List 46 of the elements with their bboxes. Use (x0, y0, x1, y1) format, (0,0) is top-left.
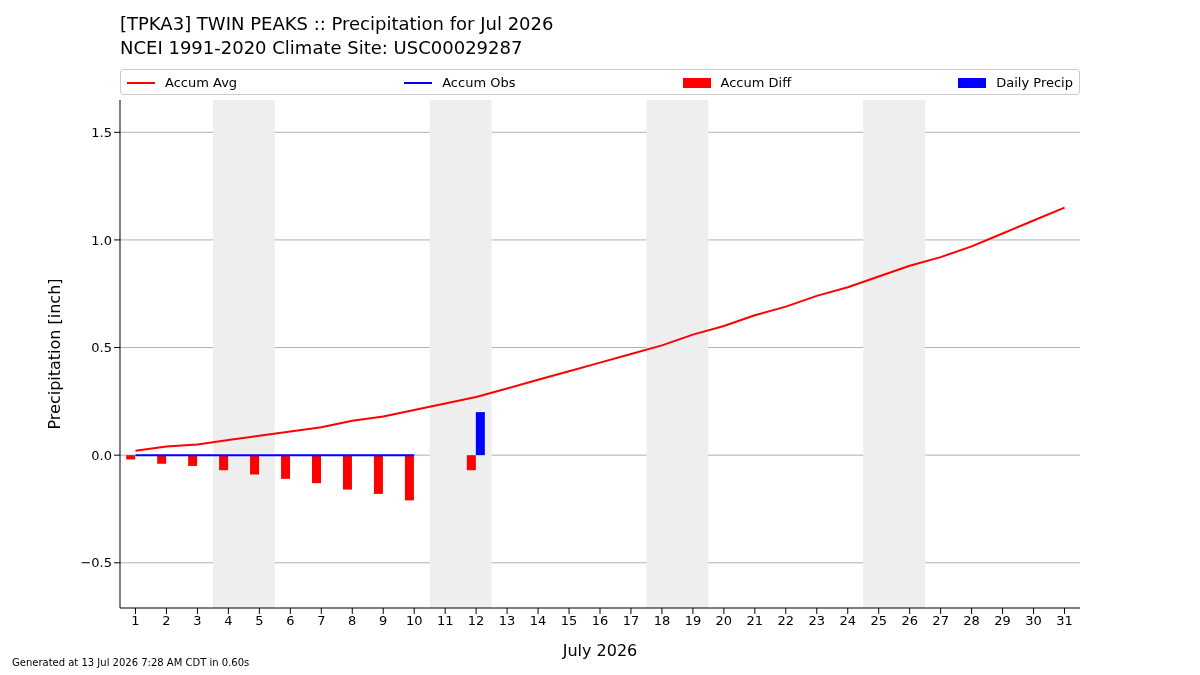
x-tick-label: 7 (317, 613, 326, 629)
x-tick-label: 28 (963, 613, 980, 629)
y-axis-title: Precipitation [inch] (44, 278, 64, 430)
x-tick-label: 14 (529, 613, 547, 629)
x-tick-label: 3 (193, 613, 202, 629)
x-tick-label: 17 (622, 613, 640, 629)
x-tick-label: 16 (591, 613, 609, 629)
x-tick-label: 22 (777, 613, 795, 629)
y-tick-label: 1.0 (91, 232, 112, 248)
x-tick-label: 8 (348, 613, 357, 629)
x-axis-title: July 2026 (561, 641, 638, 660)
x-tick-label: 19 (684, 613, 702, 629)
y-tick-label: 0.5 (91, 340, 112, 356)
y-tick-label: −0.5 (80, 555, 112, 571)
x-tick-label: 13 (498, 613, 516, 629)
x-tick-label: 26 (901, 613, 918, 629)
x-tick-label: 11 (436, 613, 454, 629)
x-tick-label: 25 (870, 613, 887, 629)
x-tick-label: 23 (808, 613, 826, 629)
x-tick-label: 1 (131, 613, 140, 629)
text: Generated at 13 Jul 2026 7:28 AM CDT in 0.60s (12, 657, 250, 668)
chart-title: [TPKA3] TWIN PEAKS :: Precipitation for Jul 2026 (120, 12, 554, 36)
x-tick-label: 6 (286, 613, 295, 629)
x-tick-label: 12 (467, 613, 485, 629)
line-series (134, 206, 1066, 452)
x-tick-label: 4 (224, 613, 233, 629)
y-tick-label: 0.0 (91, 447, 112, 463)
y-tick-label: 1.5 (91, 124, 112, 140)
legend-label: Daily Precip (996, 74, 1073, 90)
chart-subtitle: NCEI 1991-2020 Climate Site: USC00029287 (120, 36, 524, 60)
legend-label: Accum Diff (720, 74, 792, 90)
x-tick-label: 21 (746, 613, 764, 629)
legend-label: Accum Avg (165, 74, 238, 90)
x-tick-label: 15 (560, 613, 578, 629)
x-tick-label: 5 (255, 613, 264, 629)
x-tick-label: 10 (405, 613, 423, 629)
x-tick-label: 31 (1056, 613, 1073, 629)
x-tick-label: 24 (839, 613, 857, 629)
x-tick-label: 9 (379, 613, 388, 629)
x-tick-label: 30 (1025, 613, 1042, 629)
x-tick-label: 29 (994, 613, 1011, 629)
x-tick-label: 2 (162, 613, 171, 629)
x-tick-label: 18 (653, 613, 671, 629)
legend-label: Accum Obs (442, 74, 516, 90)
x-tick-label: 20 (715, 613, 733, 629)
x-tick-label: 27 (932, 613, 949, 629)
